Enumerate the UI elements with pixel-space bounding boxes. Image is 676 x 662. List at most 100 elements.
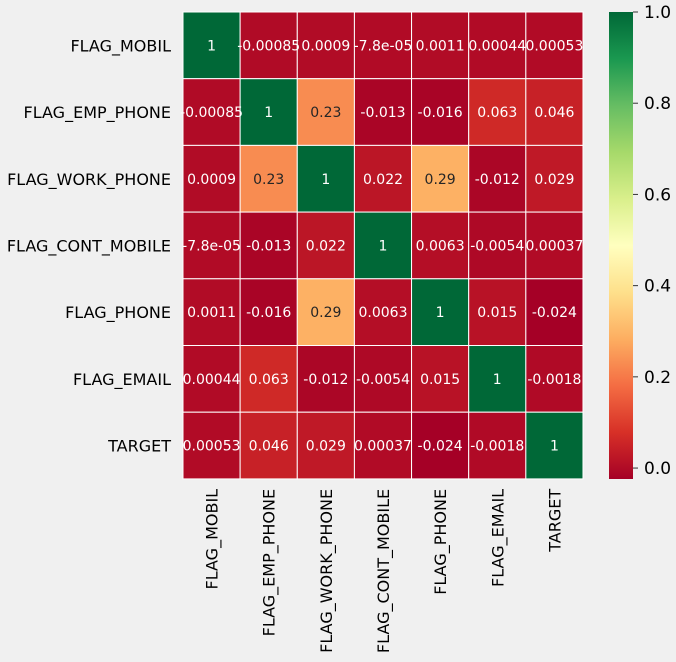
cell-annotation: 0.29 [425, 172, 456, 188]
heatmap-cell [296, 411, 355, 480]
heatmap-cell [525, 345, 584, 413]
cell-annotation: 0.0063 [358, 305, 407, 321]
row-tick-label: FLAG_MOBIL [70, 36, 171, 56]
cell-annotation: 0.063 [249, 372, 289, 388]
cell-annotation: 0.015 [420, 372, 460, 388]
heatmap-cells [182, 11, 584, 480]
heatmap-cell [468, 211, 527, 280]
heatmap-cell [296, 278, 355, 346]
heatmap-cell [411, 78, 470, 146]
row-tick-label: FLAG_EMP_PHONE [24, 103, 171, 123]
cell-annotation: 1 [379, 238, 388, 254]
cell-annotation: 1 [550, 439, 559, 455]
colorbar-tick-label: 0.8 [644, 94, 671, 114]
cell-annotation: 0.029 [306, 439, 346, 455]
cell-annotation: 0.022 [306, 238, 346, 254]
cell-annotation: 0.015 [477, 305, 517, 321]
cell-annotation: 0.0011 [187, 305, 236, 321]
heatmap-cell [239, 345, 298, 413]
heatmap-cell [296, 11, 355, 80]
cell-annotation: 0.00044 [183, 372, 241, 388]
column-tick-label: TARGET [545, 489, 564, 553]
colorbar-tick-label: 0.4 [644, 277, 671, 297]
cell-annotation: 1 [321, 172, 330, 188]
cell-annotation: 1 [436, 305, 445, 321]
cell-annotation: 1 [493, 372, 502, 388]
cell-annotation: -0.016 [246, 305, 291, 321]
heatmap-cell [411, 144, 470, 213]
row-tick-label: TARGET [107, 437, 171, 456]
heatmap-cell [239, 11, 298, 80]
cell-annotation: -0.0054 [356, 372, 410, 388]
cell-annotation: -0.0018 [527, 372, 581, 388]
cell-annotation: 0.063 [477, 105, 517, 121]
colorbar-tick-label: 0.0 [644, 459, 671, 479]
heatmap-cell [411, 411, 470, 480]
heatmap-cell [239, 211, 298, 280]
column-tick-label: FLAG_PHONE [431, 489, 451, 595]
cell-annotation: -0.024 [418, 439, 463, 455]
cell-annotation: -0.00085 [180, 105, 243, 121]
cell-annotation: -0.012 [475, 172, 520, 188]
heatmap-cell [468, 411, 527, 480]
heatmap-cell [353, 211, 413, 280]
cell-annotation: -0.012 [303, 372, 348, 388]
heatmap-cell [239, 144, 298, 213]
cell-annotation: 0.00037 [525, 238, 583, 254]
cell-annotation: -0.00085 [237, 38, 300, 54]
heatmap-cell [525, 144, 584, 213]
cell-annotation: -7.8e-05 [182, 238, 241, 254]
heatmap-cell [182, 78, 241, 146]
colorbar: 0.0 0.2 0.4 0.6 0.8 1.0 [609, 3, 671, 479]
cell-annotation: -0.013 [246, 238, 291, 254]
column-tick-label: FLAG_MOBIL [203, 489, 223, 590]
cell-annotation: 0.00037 [354, 439, 412, 455]
row-tick-label: FLAG_CONT_MOBILE [7, 236, 171, 256]
column-tick-label: FLAG_CONT_MOBILE [374, 489, 394, 653]
cell-annotation: -0.0018 [470, 439, 524, 455]
cell-annotation: 0.0063 [416, 238, 465, 254]
column-tick-label: FLAG_EMP_PHONE [260, 489, 280, 636]
cell-annotation: 1 [207, 38, 216, 54]
row-labels: FLAG_MOBIL FLAG_EMP_PHONE FLAG_WORK_PHONE F… [7, 36, 171, 455]
heatmap-cell [525, 78, 584, 146]
heatmap-cell [353, 345, 413, 413]
cell-annotation: 0.022 [363, 172, 403, 188]
cell-annotation: -0.0054 [470, 238, 524, 254]
cell-annotation: 0.0009 [301, 38, 350, 54]
column-labels: FLAG_MOBIL FLAG_EMP_PHONE FLAG_WORK_PHONE F… [203, 489, 565, 653]
heatmap-cell [525, 411, 584, 480]
heatmap-cell [525, 211, 584, 280]
colorbar-tick-label: 1.0 [644, 3, 671, 23]
colorbar-tick-label: 0.2 [644, 368, 671, 388]
heatmap-cell [353, 144, 413, 213]
cell-annotation: 0.046 [249, 439, 289, 455]
cell-annotation: -0.016 [418, 105, 463, 121]
row-tick-label: FLAG_PHONE [65, 303, 171, 323]
cell-annotation: -0.013 [360, 105, 405, 121]
cell-annotation: 0.23 [253, 172, 284, 188]
row-tick-label: FLAG_WORK_PHONE [7, 170, 171, 190]
colorbar-ticks: 0.0 0.2 0.4 0.6 0.8 1.0 [633, 3, 671, 479]
heatmap-cell [182, 345, 241, 413]
heatmap-cell [182, 211, 241, 280]
colorbar-gradient [609, 12, 633, 479]
heatmap-cell [468, 11, 527, 80]
cell-annotation: 0.00044 [468, 38, 526, 54]
heatmap-cell [353, 411, 413, 480]
heatmap-cell [182, 11, 241, 80]
cell-annotation: -0.024 [532, 305, 577, 321]
heatmap-cell [296, 144, 355, 213]
cell-annotation: 1 [264, 105, 273, 121]
cell-annotation: 0.0011 [416, 38, 465, 54]
cell-annotation: 0.046 [534, 105, 574, 121]
heatmap-annotations: 1 -0.00085 0.0009 -7.8e-05 0.0011 0.00044 0.00… [180, 38, 583, 454]
cell-annotation: -7.8e-05 [354, 38, 413, 54]
cell-annotation: 0.029 [534, 172, 574, 188]
column-tick-label: FLAG_EMAIL [488, 489, 508, 587]
heatmap-cell [182, 411, 241, 480]
heatmap-cell [411, 345, 470, 413]
cell-annotation: 0.0009 [187, 172, 236, 188]
row-tick-label: FLAG_EMAIL [73, 370, 171, 390]
cell-annotation: 0.29 [310, 305, 341, 321]
